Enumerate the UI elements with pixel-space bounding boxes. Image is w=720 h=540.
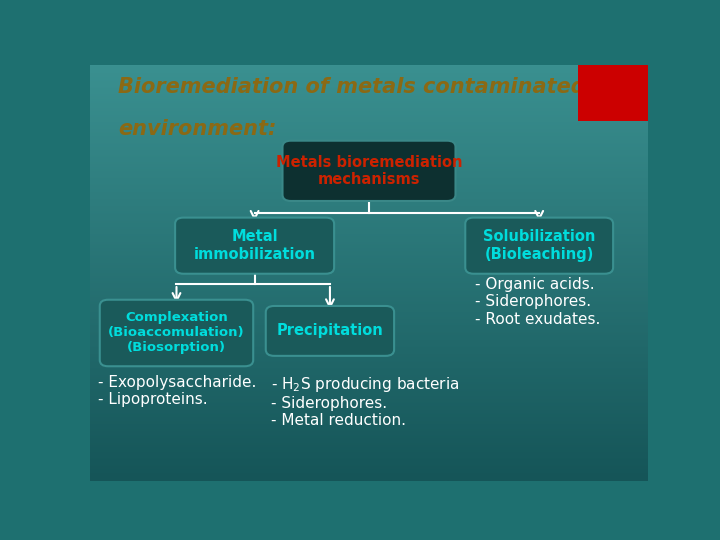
FancyBboxPatch shape [266,306,394,356]
Text: environment:: environment: [118,119,276,139]
Text: Metals bioremediation
mechanisms: Metals bioremediation mechanisms [276,154,462,187]
FancyBboxPatch shape [175,218,334,274]
FancyBboxPatch shape [578,65,648,121]
FancyBboxPatch shape [282,141,456,201]
Text: - Exopolysaccharide.
- Lipoproteins.: - Exopolysaccharide. - Lipoproteins. [99,375,257,407]
Text: - H$_2$S producing bacteria
- Siderophores.
- Metal reduction.: - H$_2$S producing bacteria - Siderophor… [271,375,460,428]
Text: Precipitation: Precipitation [276,323,383,339]
Text: Solubilization
(Bioleaching): Solubilization (Bioleaching) [483,230,595,262]
Text: Bioremediation of metals contaminated: Bioremediation of metals contaminated [118,77,585,97]
Text: Complexation
(Bioaccomulation)
(Biosorption): Complexation (Bioaccomulation) (Biosorpt… [108,312,245,354]
Text: - Organic acids.
- Siderophores.
- Root exudates.: - Organic acids. - Siderophores. - Root … [475,277,600,327]
FancyBboxPatch shape [465,218,613,274]
Text: Metal
immobilization: Metal immobilization [194,230,315,262]
FancyBboxPatch shape [100,300,253,366]
